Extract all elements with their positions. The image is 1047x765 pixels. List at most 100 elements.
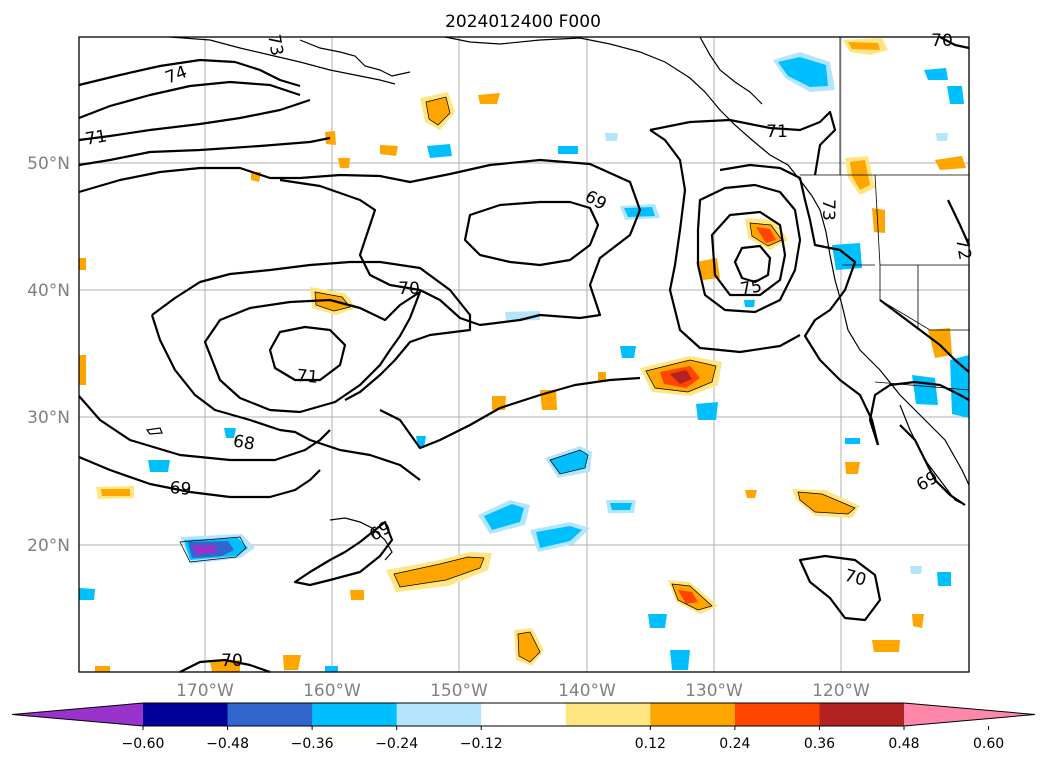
anomaly-patch: [845, 462, 860, 474]
anomaly-patch: [696, 402, 718, 420]
anomaly-patch: [210, 660, 240, 672]
colorbar-extend-low: [12, 703, 143, 726]
longitude-label: 120°W: [812, 681, 870, 701]
anomaly-patch: [744, 300, 755, 307]
political-borders: [800, 37, 970, 391]
height-contour-69-se: [899, 424, 966, 506]
anomaly-patch: [79, 258, 86, 270]
colorbar-tick-label: 0.12: [635, 736, 666, 752]
height-contour-71: [203, 290, 422, 414]
height-contour-70-bottom: [179, 658, 271, 674]
anomaly-patch: [394, 557, 484, 587]
colorbar-segment: [143, 703, 229, 726]
height-contour: [719, 163, 880, 446]
anomaly-outline: [179, 536, 247, 563]
latitude-axis: 50°N 40°N 30°N 20°N: [27, 154, 70, 556]
anomaly-patch: [79, 588, 95, 600]
height-contour-68: [78, 395, 331, 462]
height-contour-70: [78, 158, 642, 327]
anomaly-outline: [517, 631, 541, 663]
height-contour: [151, 260, 472, 401]
anomaly-patch: [550, 450, 588, 474]
height-contour: [879, 299, 970, 373]
latitude-label: 40°N: [27, 281, 70, 301]
baja-california-coastline: [899, 404, 966, 506]
anomaly-patch: [338, 158, 350, 168]
anomaly-patch: [620, 346, 636, 358]
contour-label: 71: [296, 366, 319, 388]
longitude-label: 140°W: [558, 681, 616, 701]
contour-layer: [78, 36, 971, 674]
height-contour-74: [696, 183, 802, 314]
anomaly-patch: [848, 42, 880, 50]
anomaly-outline: [425, 96, 451, 126]
anomaly-patch: [610, 503, 632, 510]
anomaly-patch: [558, 146, 578, 154]
colorbar-extend-high: [904, 703, 1035, 726]
longitude-label: 150°W: [430, 681, 488, 701]
anomaly-patch: [380, 145, 398, 156]
longitude-label: 170°W: [176, 681, 234, 701]
height-contour: [78, 136, 331, 167]
height-contour: [379, 376, 641, 450]
anomaly-patch: [518, 632, 540, 662]
map-panel: 74 73 70 71 69 70 71 71 75 73 72 68 69 6…: [78, 31, 975, 674]
anomaly-patch: [536, 526, 582, 548]
anomaly-outline: [314, 291, 351, 312]
hawaii-islands: [329, 517, 393, 561]
colorbar-segment: [396, 703, 482, 726]
map-background: [79, 37, 969, 672]
anomaly-patch: [872, 640, 900, 652]
latitude-label: 30°N: [27, 408, 70, 428]
anomaly-patch: [427, 144, 452, 158]
anomaly-patch: [540, 390, 557, 410]
height-contour: [868, 380, 970, 446]
colorbar-tick-label: −0.48: [206, 736, 249, 752]
anomaly-patch: [935, 156, 966, 170]
height-contour: [649, 129, 801, 354]
colorbar-tick-label: 0.36: [804, 736, 835, 752]
alaska-peninsula-coastline: [299, 39, 411, 77]
contour-label: 68: [231, 431, 256, 454]
colorbar-tick-label: 0.24: [719, 736, 750, 752]
anomaly-patch: [745, 490, 757, 498]
anomaly-patch: [426, 97, 450, 125]
anomaly-patch: [778, 57, 828, 87]
anomaly-patch: [678, 590, 698, 604]
anomaly-patch: [872, 208, 885, 233]
contour-label: 70: [221, 651, 243, 671]
anomaly-outline: [671, 583, 713, 611]
colorbar-segment: [819, 703, 905, 726]
anomaly-patch: [798, 492, 855, 514]
state-border-nevada: [879, 265, 969, 331]
anomaly-patch: [950, 355, 969, 418]
anomaly-outline: [549, 449, 589, 475]
gulf-of-alaska-coastline: [699, 36, 763, 105]
height-contour-70-se: [798, 554, 882, 622]
map-title: 2024012400 F000: [445, 12, 601, 32]
longitude-label: 130°W: [685, 681, 743, 701]
anomaly-patch: [937, 572, 951, 586]
anomaly-patch: [325, 131, 336, 145]
small-island: [145, 427, 163, 435]
contour-label: 75: [739, 276, 764, 299]
latitude-label: 50°N: [27, 154, 70, 174]
colorbar-segment: [650, 703, 736, 726]
contour-label: 73: [263, 33, 286, 58]
longitude-label: 160°W: [303, 681, 361, 701]
anomaly-patch: [484, 504, 524, 530]
anomaly-patch: [912, 375, 938, 405]
anomaly-patch: [598, 372, 606, 382]
height-contour: [78, 98, 311, 142]
height-contour-76: [733, 244, 772, 284]
anomaly-patch: [924, 68, 948, 80]
colorbar: −0.60 −0.48 −0.36 −0.24 −0.12 0.12 0.24 0.36 0.4…: [11, 702, 1036, 752]
contour-label: 73: [818, 199, 838, 221]
anomaly-patch: [648, 614, 667, 628]
height-contour-69: [463, 200, 600, 267]
anomaly-patch: [936, 133, 948, 141]
anomaly-outline: [797, 491, 856, 515]
colorbar-segment: [481, 703, 567, 726]
us-mexico-border: [874, 381, 970, 391]
